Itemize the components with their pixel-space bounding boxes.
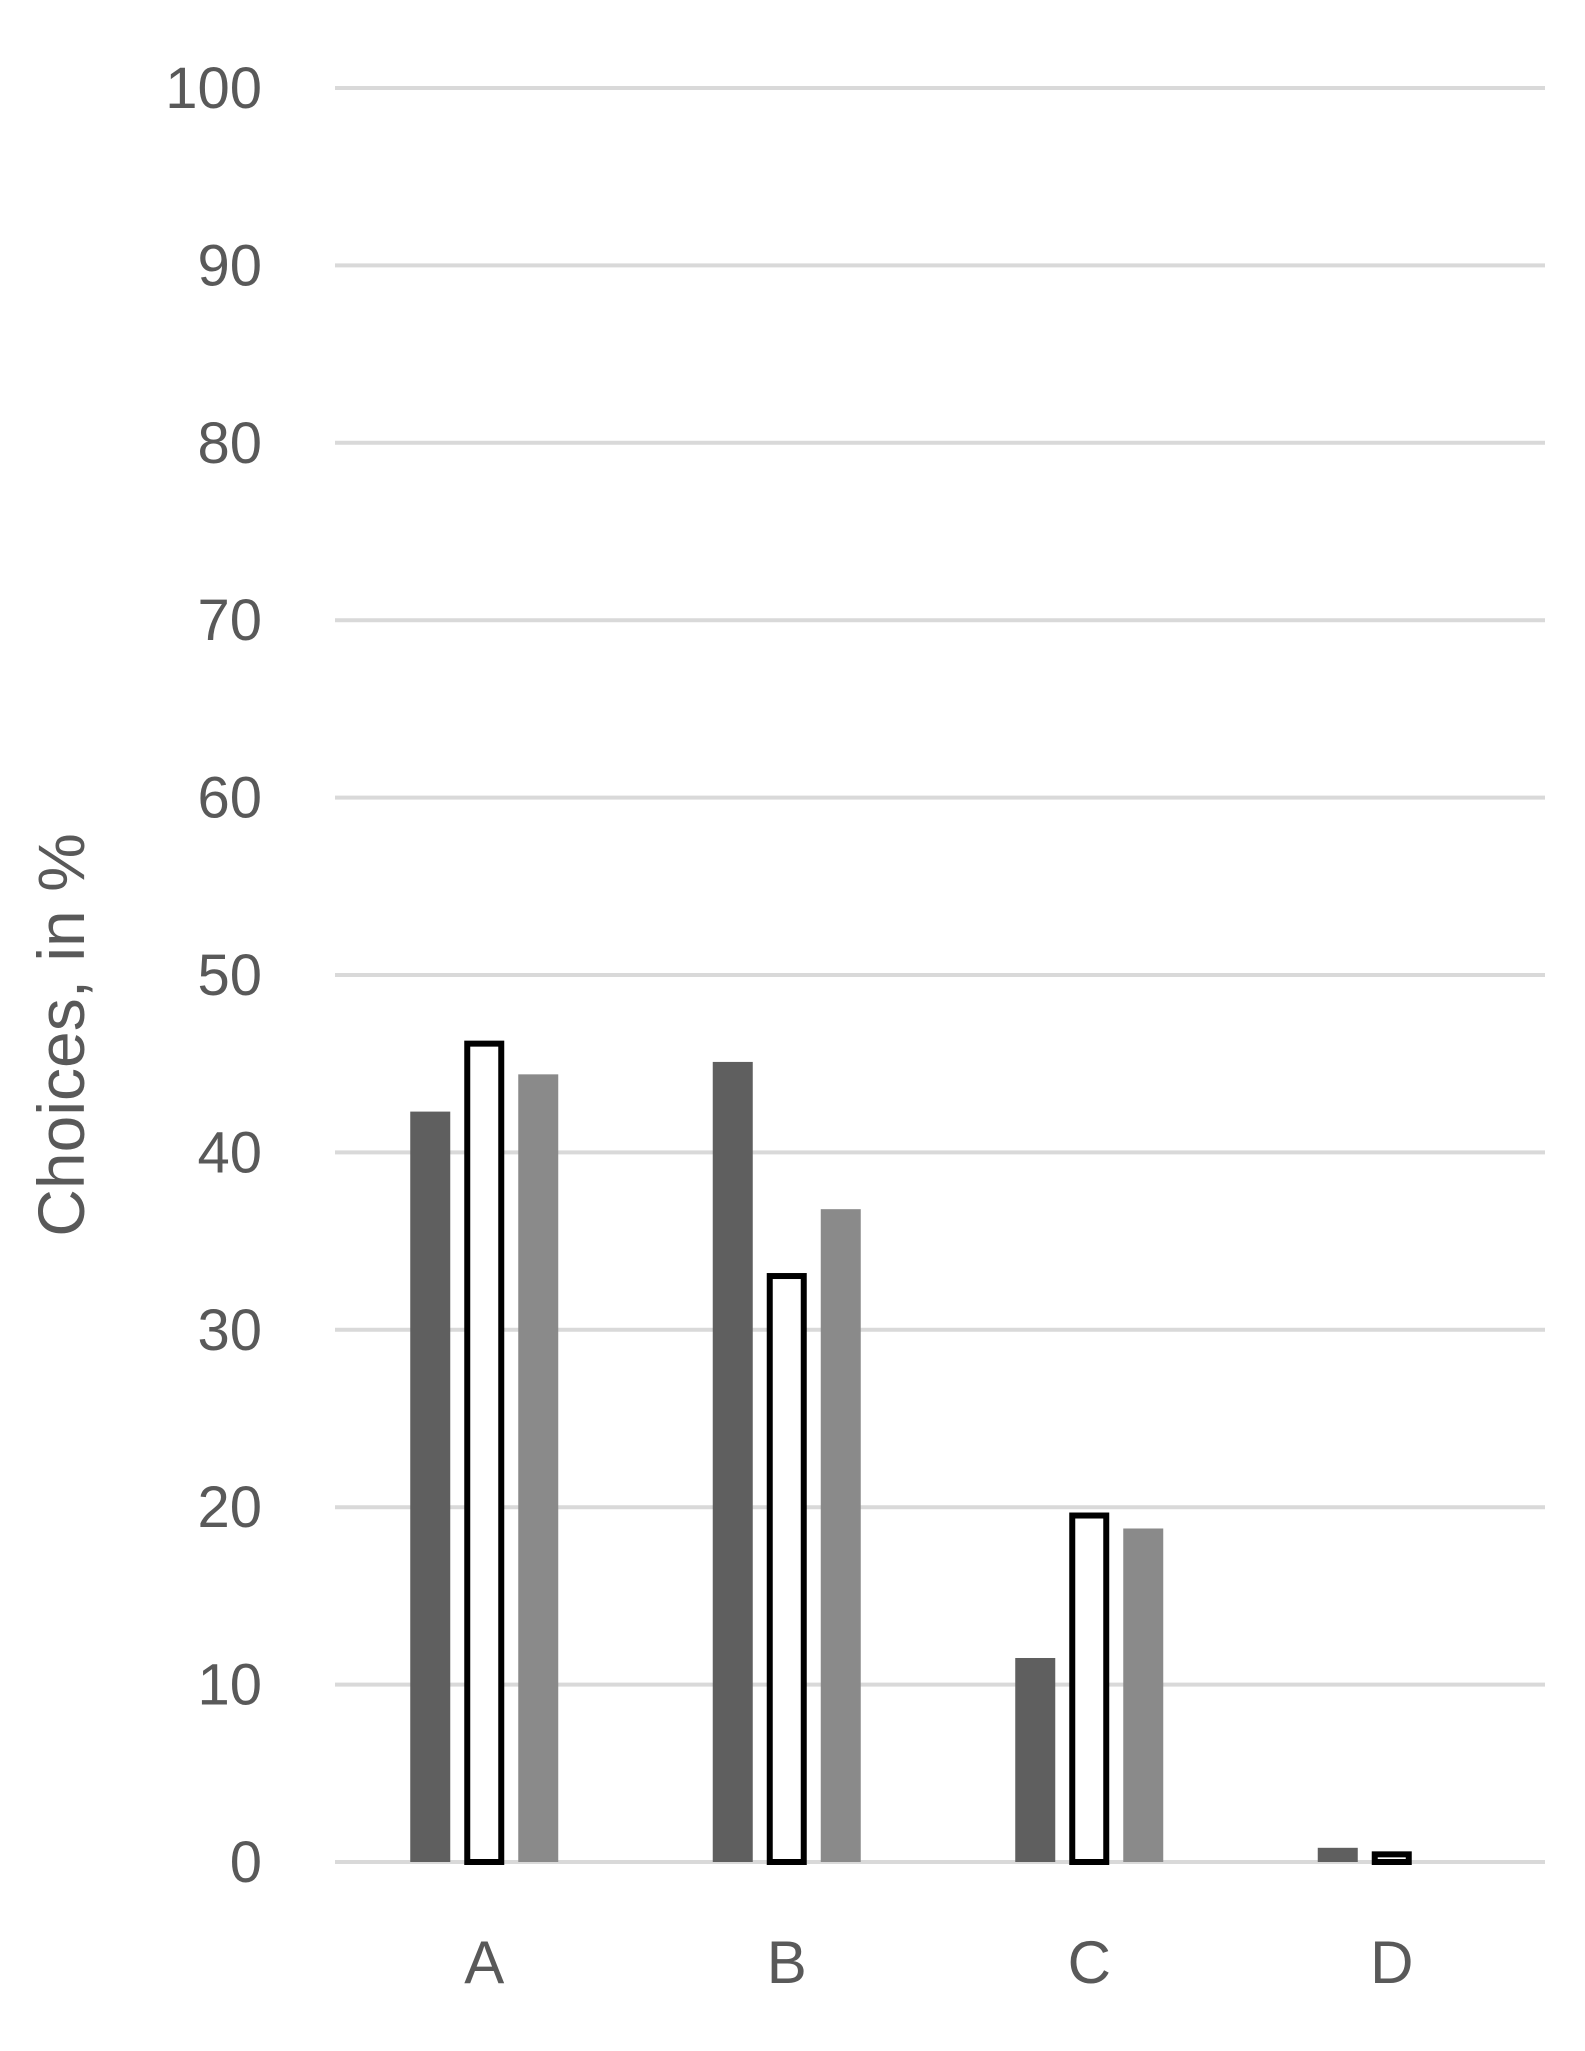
y-tick-label-30: 30 — [197, 1298, 262, 1363]
y-tick-label-60: 60 — [197, 766, 262, 831]
bar-A-series-3 — [518, 1074, 559, 1862]
y-axis-title: Choices, in % — [24, 833, 98, 1237]
gridlines — [335, 86, 1545, 1864]
x-category-label-D: D — [1370, 1929, 1413, 1996]
bars — [410, 1040, 1412, 1865]
y-tick-label-70: 70 — [197, 588, 262, 653]
bar-B-series-2 — [766, 1273, 807, 1865]
y-tick-label-0: 0 — [230, 1830, 262, 1895]
bar-B-series-1 — [712, 1061, 753, 1862]
bar-A-series-1 — [410, 1111, 451, 1862]
bar-C-series-3 — [1123, 1528, 1164, 1862]
bar-D-series-1 — [1317, 1847, 1358, 1862]
y-tick-label-40: 40 — [197, 1120, 262, 1185]
y-tick-label-10: 10 — [197, 1653, 262, 1718]
bar-C-series-1 — [1015, 1657, 1056, 1862]
y-tick-label-80: 80 — [197, 411, 262, 476]
bar-A-series-2 — [464, 1040, 505, 1865]
y-tick-label-50: 50 — [197, 943, 262, 1008]
y-tick-label-90: 90 — [197, 233, 262, 298]
x-axis-categories: A B C D — [464, 1929, 1413, 1996]
bar-C-series-2 — [1069, 1512, 1110, 1865]
bar-D-series-2 — [1371, 1851, 1412, 1865]
x-category-label-C: C — [1068, 1929, 1111, 1996]
y-axis-ticks: 0 10 20 30 40 50 60 70 80 90 100 — [165, 56, 262, 1895]
y-tick-label-100: 100 — [165, 56, 262, 121]
x-category-label-A: A — [464, 1929, 504, 1996]
x-category-label-B: B — [767, 1929, 807, 1996]
bar-B-series-3 — [820, 1209, 861, 1862]
y-tick-label-20: 20 — [197, 1475, 262, 1540]
